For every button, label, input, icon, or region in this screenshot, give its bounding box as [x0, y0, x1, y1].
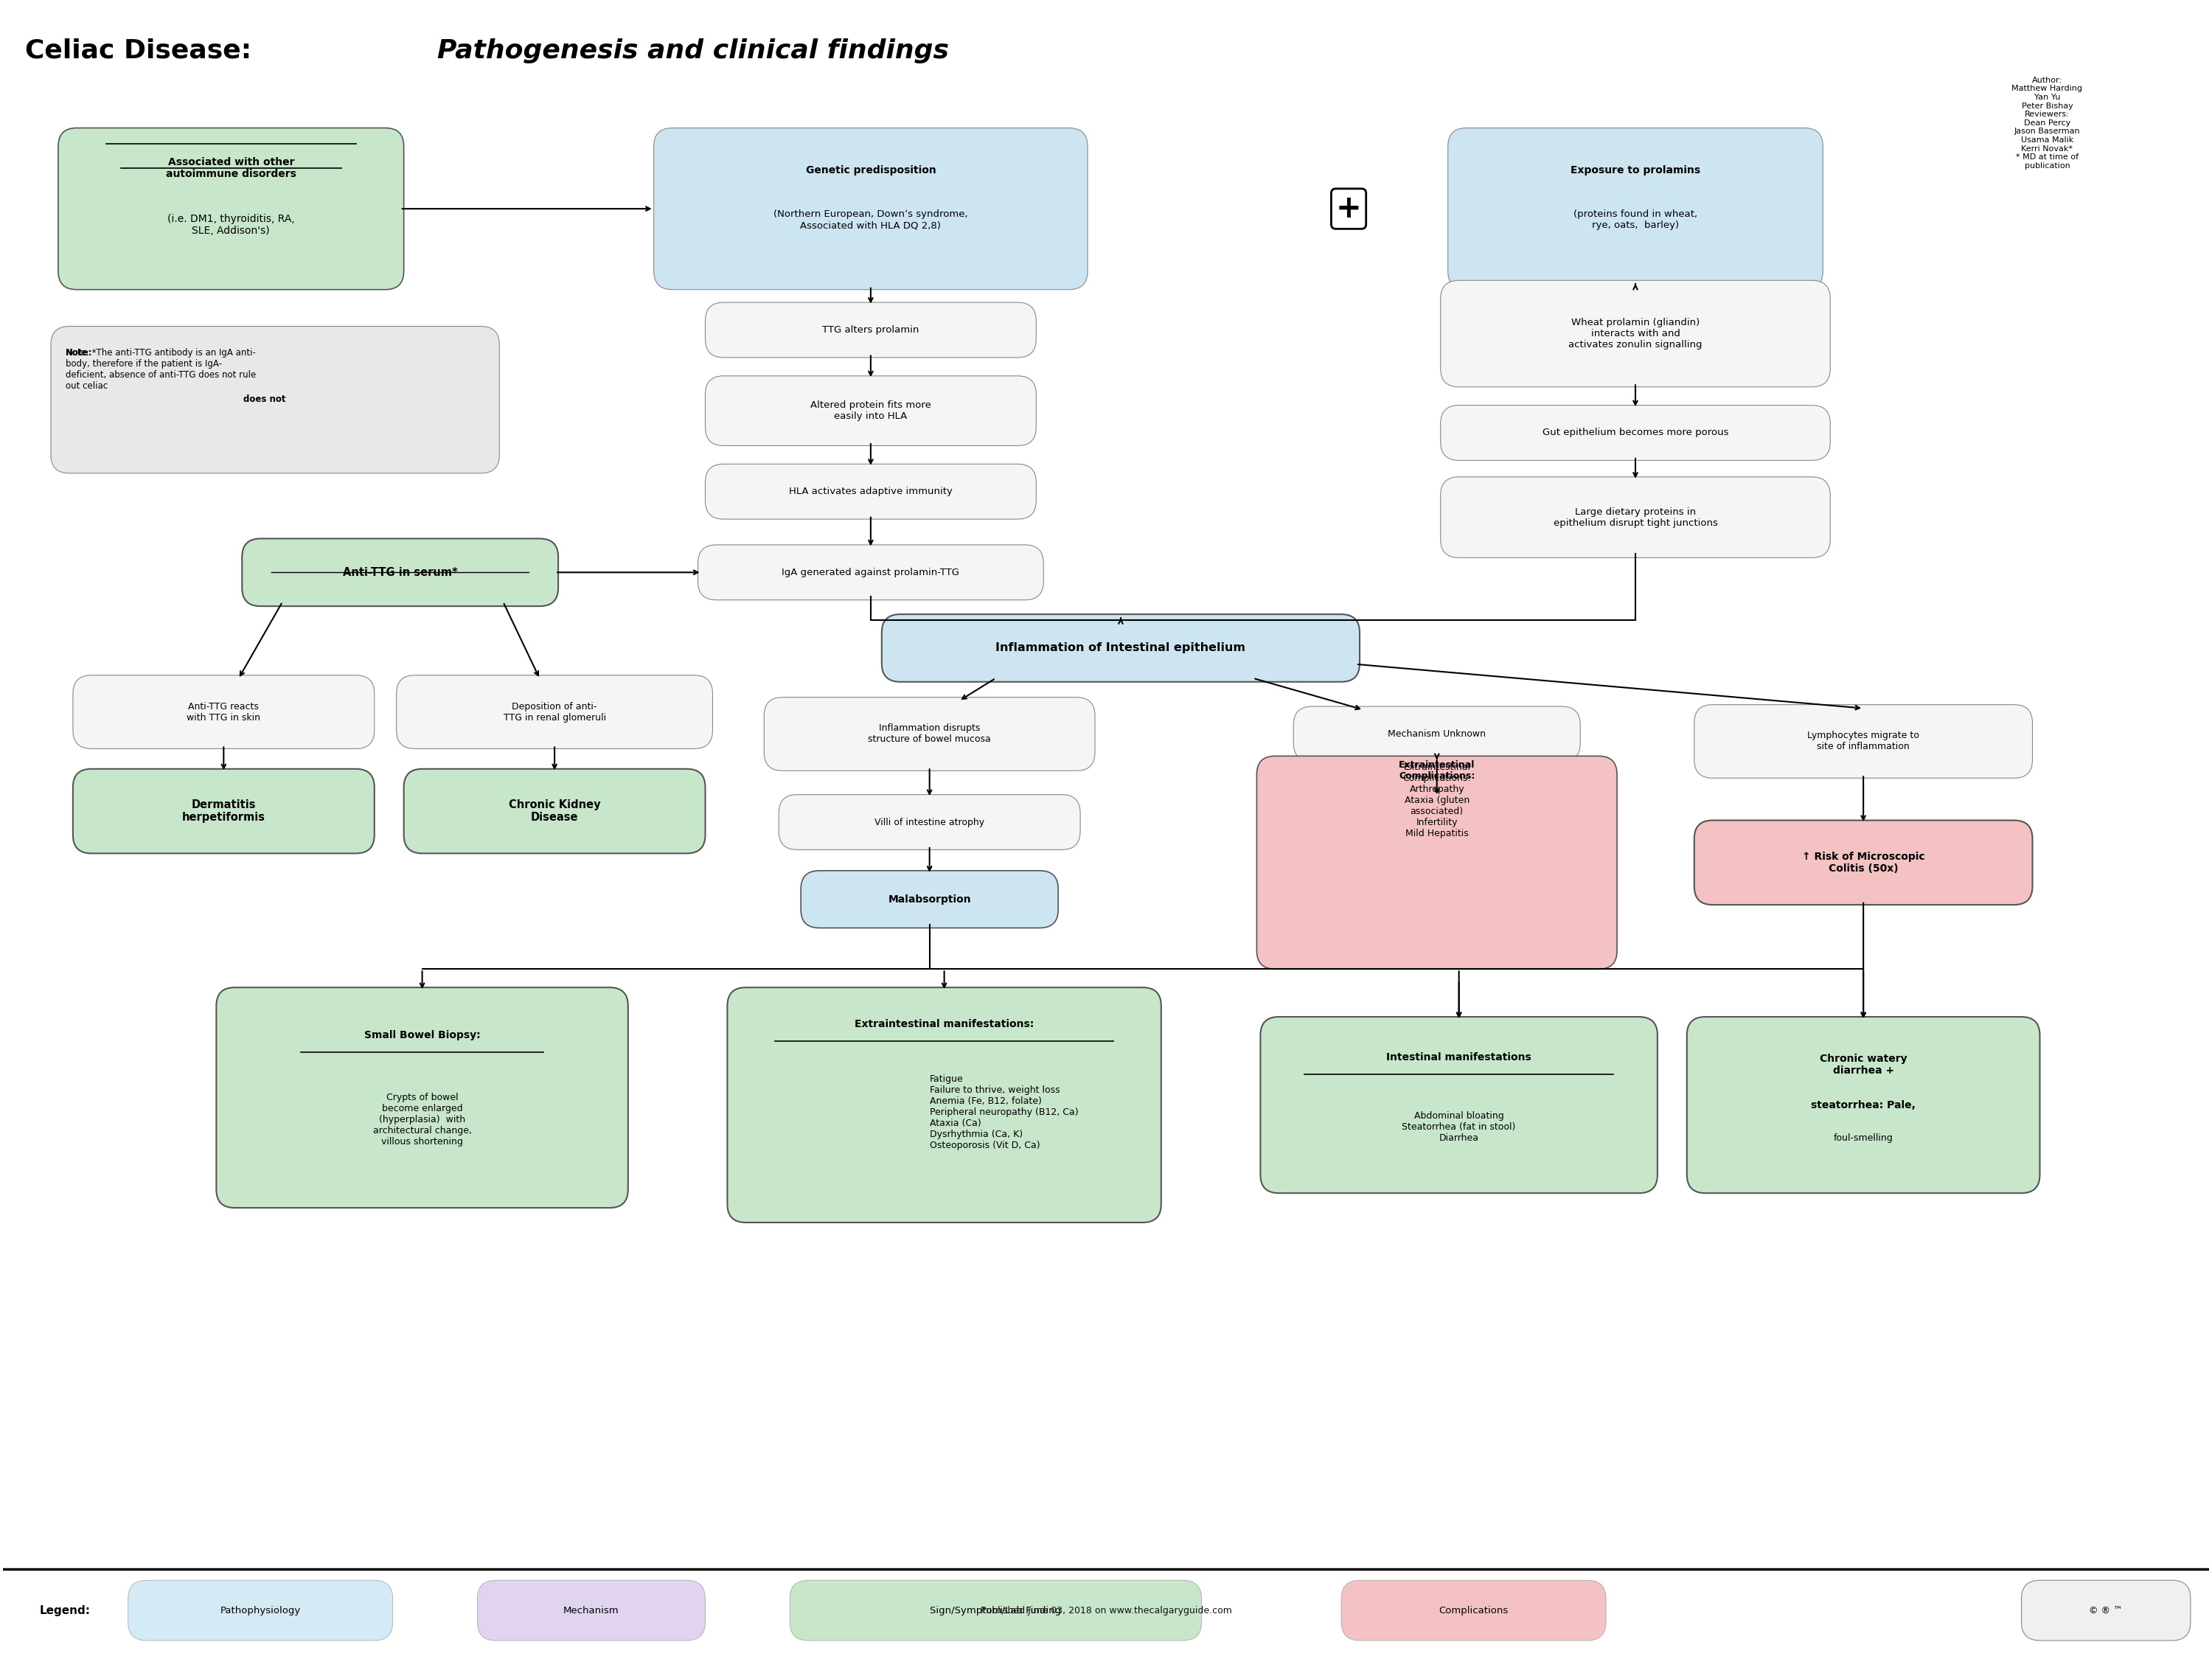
Text: Inflammation of Intestinal epithelium: Inflammation of Intestinal epithelium	[995, 642, 1245, 654]
Text: Small Bowel Biopsy:: Small Bowel Biopsy:	[365, 1030, 480, 1040]
Text: ↑ Risk of Microscopic
Colitis (50x): ↑ Risk of Microscopic Colitis (50x)	[1803, 851, 1924, 874]
Text: Chronic watery
diarrhea +: Chronic watery diarrhea +	[1820, 1053, 1907, 1075]
FancyBboxPatch shape	[73, 675, 374, 748]
Text: Mechanism Unknown: Mechanism Unknown	[1387, 730, 1486, 738]
Text: Sign/Symptom/Lab Finding: Sign/Symptom/Lab Finding	[929, 1606, 1062, 1616]
FancyBboxPatch shape	[1256, 757, 1617, 969]
FancyBboxPatch shape	[699, 544, 1044, 601]
FancyBboxPatch shape	[1688, 1017, 2039, 1193]
Text: Deposition of anti-
TTG in renal glomeruli: Deposition of anti- TTG in renal glomeru…	[504, 702, 606, 722]
Text: Note: *The anti-TTG antibody is an IgA anti-
body, therefore if the patient is I: Note: *The anti-TTG antibody is an IgA a…	[66, 348, 257, 392]
Text: Anti-TTG reacts
with TTG in skin: Anti-TTG reacts with TTG in skin	[186, 702, 261, 722]
Text: IgA generated against prolamin-TTG: IgA generated against prolamin-TTG	[781, 567, 960, 577]
FancyBboxPatch shape	[883, 614, 1360, 682]
FancyBboxPatch shape	[1440, 476, 1829, 557]
Text: Crypts of bowel
become enlarged
(hyperplasia)  with
architectural change,
villou: Crypts of bowel become enlarged (hyperpl…	[374, 1093, 471, 1146]
FancyBboxPatch shape	[1294, 707, 1579, 761]
Text: Celiac Disease:: Celiac Disease:	[24, 38, 261, 63]
Text: Extraintestinal
Complications:: Extraintestinal Complications:	[1398, 760, 1475, 781]
FancyBboxPatch shape	[1440, 280, 1829, 387]
FancyBboxPatch shape	[1694, 820, 2033, 904]
FancyBboxPatch shape	[706, 465, 1035, 519]
FancyBboxPatch shape	[728, 987, 1161, 1223]
Text: +: +	[1336, 194, 1360, 224]
Text: Dermatitis
herpetiformis: Dermatitis herpetiformis	[181, 800, 265, 823]
FancyBboxPatch shape	[73, 768, 374, 853]
Text: Abdominal bloating
Steatorrhea (fat in stool)
Diarrhea: Abdominal bloating Steatorrhea (fat in s…	[1402, 1112, 1515, 1143]
FancyBboxPatch shape	[51, 327, 500, 473]
FancyBboxPatch shape	[1340, 1581, 1606, 1641]
Text: Note:: Note:	[66, 348, 93, 358]
Text: Altered protein fits more
easily into HLA: Altered protein fits more easily into HL…	[810, 400, 931, 421]
FancyBboxPatch shape	[801, 871, 1057, 927]
FancyBboxPatch shape	[128, 1581, 394, 1641]
Text: Chronic Kidney
Disease: Chronic Kidney Disease	[509, 800, 599, 823]
Text: Associated with other
autoimmune disorders: Associated with other autoimmune disorde…	[166, 158, 296, 179]
Text: Author:
Matthew Harding
Yan Yu
Peter Bishay
Reviewers:
Dean Percy
Jason Baserman: Author: Matthew Harding Yan Yu Peter Bis…	[2011, 76, 2081, 169]
FancyBboxPatch shape	[478, 1581, 706, 1641]
Text: Complications: Complications	[1438, 1606, 1509, 1616]
FancyBboxPatch shape	[1694, 705, 2033, 778]
Text: Extraintestinal manifestations:: Extraintestinal manifestations:	[854, 1019, 1033, 1029]
Text: HLA activates adaptive immunity: HLA activates adaptive immunity	[790, 486, 953, 496]
FancyBboxPatch shape	[405, 768, 706, 853]
Text: Pathophysiology: Pathophysiology	[221, 1606, 301, 1616]
Text: Fatigue
Failure to thrive, weight loss
Anemia (Fe, B12, folate)
Peripheral neuro: Fatigue Failure to thrive, weight loss A…	[929, 1075, 1077, 1150]
FancyBboxPatch shape	[655, 128, 1088, 290]
Text: Extraintestinal
Complications:
Arthropathy
Ataxia (gluten
associated)
Infertilit: Extraintestinal Complications: Arthropat…	[1402, 761, 1471, 838]
Text: Anti-TTG in serum*: Anti-TTG in serum*	[343, 567, 458, 577]
FancyBboxPatch shape	[2022, 1581, 2190, 1641]
Text: Villi of intestine atrophy: Villi of intestine atrophy	[874, 818, 984, 826]
Text: foul-smelling: foul-smelling	[1834, 1133, 1893, 1143]
FancyBboxPatch shape	[706, 302, 1035, 358]
FancyBboxPatch shape	[790, 1581, 1201, 1641]
FancyBboxPatch shape	[1261, 1017, 1657, 1193]
FancyBboxPatch shape	[396, 675, 712, 748]
FancyBboxPatch shape	[1440, 405, 1829, 460]
Text: steatorrhea: Pale,: steatorrhea: Pale,	[1812, 1100, 1916, 1110]
FancyBboxPatch shape	[58, 128, 405, 290]
Text: (proteins found in wheat,
rye, oats,  barley): (proteins found in wheat, rye, oats, bar…	[1573, 209, 1697, 231]
FancyBboxPatch shape	[706, 377, 1035, 446]
Text: TTG alters prolamin: TTG alters prolamin	[823, 325, 920, 335]
Text: Wheat prolamin (gliandin)
interacts with and
activates zonulin signalling: Wheat prolamin (gliandin) interacts with…	[1568, 319, 1703, 350]
Text: Intestinal manifestations: Intestinal manifestations	[1387, 1052, 1531, 1062]
Text: Large dietary proteins in
epithelium disrupt tight junctions: Large dietary proteins in epithelium dis…	[1553, 508, 1717, 528]
FancyBboxPatch shape	[241, 539, 557, 606]
Text: (i.e. DM1, thyroiditis, RA,
SLE, Addison's): (i.e. DM1, thyroiditis, RA, SLE, Addison…	[168, 214, 294, 236]
Text: Genetic predisposition: Genetic predisposition	[805, 166, 936, 176]
Text: Mechanism: Mechanism	[564, 1606, 619, 1616]
Text: (Northern European, Down’s syndrome,
Associated with HLA DQ 2,8): (Northern European, Down’s syndrome, Ass…	[774, 209, 969, 231]
FancyBboxPatch shape	[763, 697, 1095, 771]
Text: Legend:: Legend:	[40, 1604, 91, 1616]
Text: does not: does not	[243, 395, 285, 405]
Text: Lymphocytes migrate to
site of inflammation: Lymphocytes migrate to site of inflammat…	[1807, 732, 1920, 752]
FancyBboxPatch shape	[779, 795, 1079, 849]
Text: Published June 03, 2018 on www.thecalgaryguide.com: Published June 03, 2018 on www.thecalgar…	[980, 1606, 1232, 1616]
FancyBboxPatch shape	[217, 987, 628, 1208]
Text: Inflammation disrupts
structure of bowel mucosa: Inflammation disrupts structure of bowel…	[867, 723, 991, 745]
Text: Pathogenesis and clinical findings: Pathogenesis and clinical findings	[438, 38, 949, 63]
Text: © ® ™: © ® ™	[2088, 1606, 2124, 1616]
Text: Gut epithelium becomes more porous: Gut epithelium becomes more porous	[1542, 428, 1728, 438]
Text: Exposure to prolamins: Exposure to prolamins	[1571, 166, 1701, 176]
Text: Malabsorption: Malabsorption	[887, 894, 971, 904]
FancyBboxPatch shape	[1449, 128, 1823, 290]
